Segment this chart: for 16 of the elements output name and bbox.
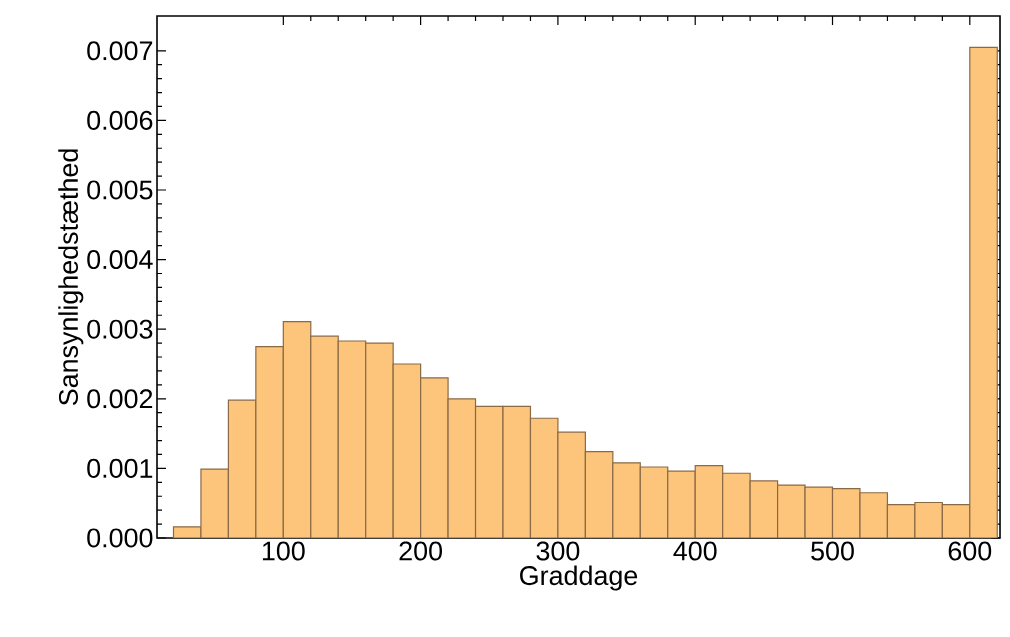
y-tick-label: 0.001: [87, 458, 153, 478]
x-axis-title: Graddage: [520, 565, 638, 591]
y-tick-label: 0.005: [87, 180, 153, 200]
y-tick-label: 0.007: [87, 41, 153, 61]
x-tick-label: 600: [948, 541, 992, 561]
y-axis-title: Sansynlighedstæthed: [58, 149, 84, 406]
y-tick-label: 0.006: [87, 110, 153, 130]
x-tick-label: 200: [399, 541, 442, 561]
y-tick-label: 0.002: [87, 389, 153, 409]
x-tick-label: 500: [811, 541, 854, 561]
x-tick-label: 100: [262, 541, 305, 561]
x-tick-label: 300: [536, 541, 580, 561]
x-tick-label: 400: [673, 541, 717, 561]
y-tick-label: 0.003: [87, 319, 153, 339]
y-tick-label: 0.004: [87, 250, 153, 270]
y-tick-label: 0.000: [87, 528, 153, 548]
